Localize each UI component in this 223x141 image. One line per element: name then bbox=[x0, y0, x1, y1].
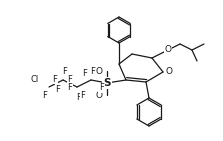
Text: O: O bbox=[166, 68, 173, 77]
Text: S: S bbox=[103, 78, 111, 88]
Text: O: O bbox=[165, 45, 171, 53]
Text: F: F bbox=[56, 84, 60, 93]
Text: F: F bbox=[43, 92, 47, 101]
Text: F: F bbox=[63, 67, 67, 75]
Text: F: F bbox=[53, 74, 58, 83]
Text: O: O bbox=[96, 91, 103, 100]
Text: F: F bbox=[68, 83, 72, 92]
Text: O: O bbox=[96, 67, 103, 75]
Text: F: F bbox=[68, 74, 72, 83]
Text: F: F bbox=[83, 69, 87, 78]
Text: Cl: Cl bbox=[31, 74, 39, 83]
Text: F: F bbox=[76, 92, 81, 102]
Text: F: F bbox=[81, 91, 85, 100]
Text: F: F bbox=[91, 67, 95, 75]
Text: F: F bbox=[99, 83, 104, 92]
